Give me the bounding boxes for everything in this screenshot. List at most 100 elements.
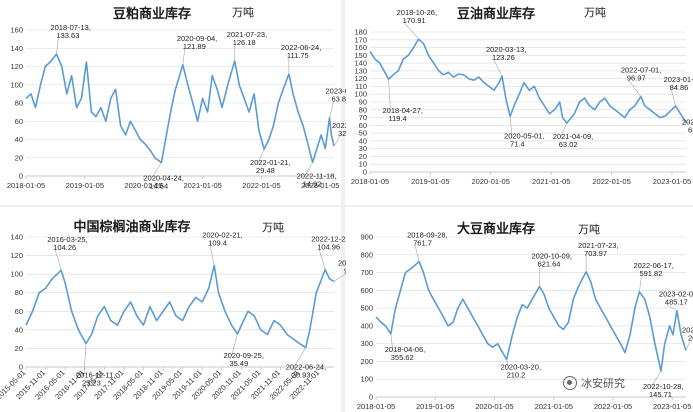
annotation-date: 2021-07-23, — [227, 30, 267, 39]
annotation-value: 126.18 — [233, 38, 256, 47]
annotation-leader — [390, 333, 394, 350]
x-tick-label: 2018-01-05 — [7, 181, 45, 190]
x-tick-label: 2022-01-05 — [594, 402, 632, 411]
annotation-value: 104.96 — [317, 243, 340, 252]
y-tick-label: 400 — [360, 321, 373, 330]
annotation-value: 260.8 — [688, 334, 693, 343]
y-tick-label: 0 — [19, 172, 23, 181]
y-tick-label: 140 — [10, 233, 23, 242]
y-tick-label: 20 — [15, 153, 23, 162]
annotation-date: 2018-09-28, — [407, 231, 447, 240]
annotation-value: 761.7 — [413, 239, 432, 248]
annotation-value: 14.64 — [149, 182, 168, 191]
annotation-leader — [231, 333, 238, 357]
watermark: 冰安研究 — [563, 374, 625, 392]
y-tick-label: 10 — [359, 160, 367, 169]
annotation-leader — [333, 273, 347, 282]
x-tick-label: 2020-01-05 — [475, 402, 513, 411]
annotation-leader — [329, 101, 334, 118]
chart-panel-soyoil: 豆油商业库存 万吨 0 10 20 30 40 50 60 70 80 90 100 110 120 130 1… — [346, 0, 693, 205]
annotation-value: 96.97 — [627, 74, 646, 83]
y-tick-label: 100 — [354, 90, 367, 99]
chart-panel-palmoil: 中国棕榈油商业库存 万吨 0 20 40 60 80 100 120 140 2015-05-01 2… — [0, 207, 378, 412]
annotation-date: 2022-10-28, — [643, 382, 683, 391]
annotation-value: 123.26 — [492, 53, 515, 62]
annotation-date: 2016-11-11, — [76, 371, 115, 380]
chart-title: 中国棕榈油商业库存 — [73, 219, 190, 235]
y-tick-label: 20 — [15, 344, 23, 353]
x-tick-label: 2023-01-05 — [301, 181, 339, 190]
annotation-value: 35.49 — [229, 359, 248, 368]
annotation-date: 2020-09-04, — [177, 34, 217, 43]
unit-label: 万吨 — [232, 6, 254, 19]
annotation-leader — [685, 340, 691, 351]
x-tick-label: 2019-01-05 — [411, 177, 449, 186]
chart-soybean: 大豆商业库存 万吨 0 100 200 300 400 500 600 700 800 900 2018… — [357, 221, 693, 411]
annotation-date: 2020-03-13, — [486, 45, 526, 54]
annotation-value: 20.93 — [292, 371, 311, 380]
annotation-value: 133.63 — [56, 31, 79, 40]
y-tick-label: 160 — [10, 26, 23, 35]
annotation-date: 2020-02-21, — [202, 230, 242, 239]
wechat-icon — [563, 376, 577, 390]
annotation-date: 2022-12-23, — [311, 235, 351, 244]
annotation-date: 2022-06-24, — [286, 363, 326, 372]
chart-soyoil: 豆油商业库存 万吨01020304050607080901001101201301… — [351, 6, 693, 186]
annotation-leader — [54, 250, 62, 271]
y-tick-label: 900 — [360, 233, 373, 242]
y-tick-label: 110 — [355, 82, 367, 91]
annotation-date: 2022-06-24, — [281, 43, 321, 52]
unit-label: 万吨 — [578, 223, 600, 236]
annotation-date: 2022-06-17, — [633, 261, 673, 270]
y-tick-label: 20 — [359, 152, 367, 161]
annotation-value: 145.71 — [649, 390, 672, 399]
annotation-date: 2022-07-01, — [621, 66, 661, 75]
annotation-value: 63.68 — [688, 125, 693, 134]
series-line — [369, 38, 687, 124]
x-tick-label: 2021-01-05 — [532, 177, 570, 186]
y-tick-label: 180 — [354, 28, 367, 37]
annotation-leader — [506, 359, 509, 368]
chart-panel-soymeal: 豆粕商业库存 万吨 0 20 40 60 80 100 120 140 160 2018-01-05 2… — [0, 0, 373, 205]
annotation-date: 2018-10-26, — [397, 8, 437, 17]
annotation-leader — [318, 249, 326, 270]
y-tick-label: 700 — [360, 268, 373, 277]
x-tick-label: 2022-01-05 — [242, 181, 280, 190]
chart-title: 豆粕商业库存 — [113, 6, 191, 22]
annotation-leader — [257, 148, 265, 164]
annotation-date: 2023-03-31, — [682, 117, 693, 126]
unit-label: 万吨 — [584, 6, 606, 19]
annotation-leader — [182, 48, 186, 65]
annotation-leader — [333, 135, 341, 147]
chart-title: 豆油商业库存 — [457, 6, 535, 22]
y-tick-label: 40 — [15, 135, 23, 144]
y-tick-label: 40 — [359, 136, 367, 145]
annotation-leader — [509, 116, 513, 137]
annotation-date: 2023-03-31, — [682, 326, 693, 335]
x-tick-label: 2021-01-05 — [535, 402, 573, 411]
annotation-leader — [293, 347, 306, 368]
annotation-leader — [560, 122, 568, 138]
y-tick-label: 170 — [354, 35, 367, 44]
y-tick-label: 140 — [354, 59, 367, 68]
annotation-leader — [209, 245, 215, 266]
x-tick-label: 2023-01-05 — [653, 402, 691, 411]
annotation-leader — [639, 275, 642, 292]
annotation-leader — [404, 22, 419, 40]
annotation-value: 104.26 — [53, 243, 76, 252]
annotation-leader — [493, 59, 503, 77]
y-tick-label: 0 — [19, 363, 23, 372]
y-tick-label: 80 — [15, 99, 23, 108]
y-tick-label: 500 — [360, 304, 373, 313]
series-line — [375, 260, 687, 372]
annotation-date: 2018-07-13, — [50, 23, 90, 32]
series-line — [25, 53, 335, 164]
y-tick-label: 60 — [359, 121, 367, 130]
annotation-date: 2023-02-03, — [659, 290, 693, 299]
y-tick-label: 0 — [363, 168, 367, 177]
y-tick-label: 100 — [10, 270, 23, 279]
annotation-leader — [388, 79, 391, 112]
annotation-value: 25.23 — [82, 379, 101, 388]
annotation-date: 2020-05-01, — [504, 131, 544, 140]
